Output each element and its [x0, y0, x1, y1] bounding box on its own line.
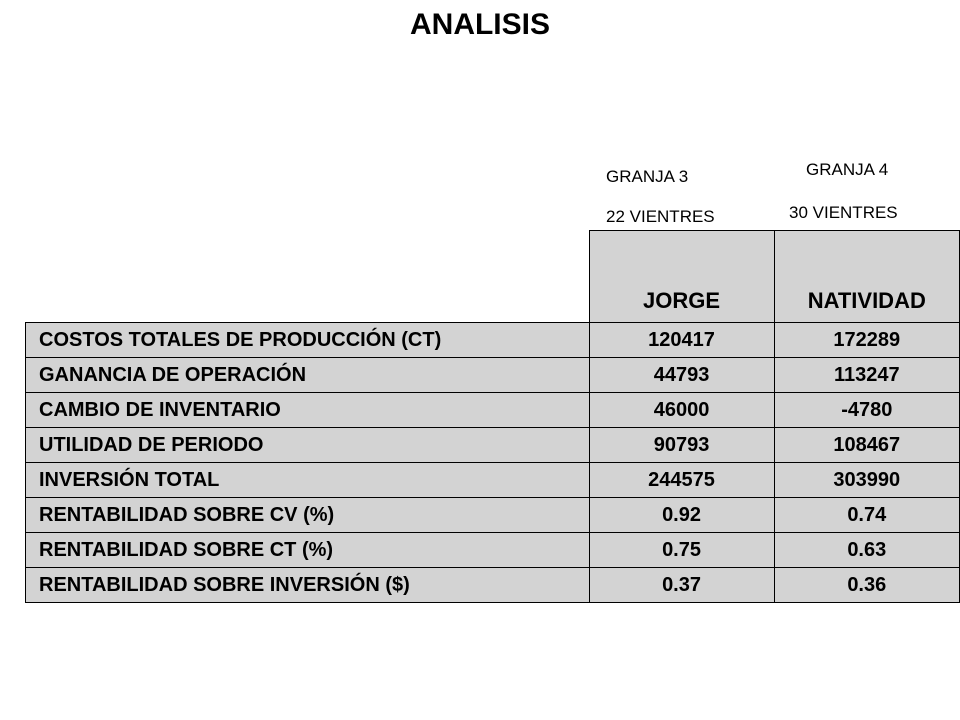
table-row: GANANCIA DE OPERACIÓN 44793 113247	[25, 357, 960, 393]
row-value-granja-4: 113247	[773, 357, 960, 393]
table-row: RENTABILIDAD SOBRE INVERSIÓN ($) 0.37 0.…	[25, 567, 960, 603]
row-label: COSTOS TOTALES DE PRODUCCIÓN (CT)	[25, 322, 590, 358]
granja-4-sows: 30 VIENTRES	[789, 203, 898, 222]
row-value-granja-4: 0.74	[773, 497, 960, 533]
table-header-row: JORGE NATIVIDAD	[25, 230, 960, 323]
row-label: RENTABILIDAD SOBRE CT (%)	[25, 532, 590, 568]
header-owner-natividad: NATIVIDAD	[773, 230, 960, 323]
table-row: RENTABILIDAD SOBRE CV (%) 0.92 0.74	[25, 497, 960, 533]
table-row: INVERSIÓN TOTAL 244575 303990	[25, 462, 960, 498]
row-label: RENTABILIDAD SOBRE CV (%)	[25, 497, 590, 533]
row-label: RENTABILIDAD SOBRE INVERSIÓN ($)	[25, 567, 590, 603]
granja-3-name: GRANJA 3	[606, 167, 689, 186]
row-value-granja-3: 0.37	[588, 567, 775, 603]
table-row: COSTOS TOTALES DE PRODUCCIÓN (CT) 120417…	[25, 322, 960, 358]
table-row: UTILIDAD DE PERIODO 90793 108467	[25, 427, 960, 463]
header-blank-cell	[25, 230, 590, 323]
analysis-table: JORGE NATIVIDAD COSTOS TOTALES DE PRODUC…	[25, 230, 960, 603]
row-value-granja-3: 44793	[588, 357, 775, 393]
row-label: UTILIDAD DE PERIODO	[25, 427, 590, 463]
row-label: CAMBIO DE INVENTARIO	[25, 392, 590, 428]
row-value-granja-3: 244575	[588, 462, 775, 498]
row-value-granja-3: 120417	[588, 322, 775, 358]
row-value-granja-4: 0.36	[773, 567, 960, 603]
row-label: GANANCIA DE OPERACIÓN	[25, 357, 590, 393]
row-value-granja-3: 0.92	[588, 497, 775, 533]
row-label: INVERSIÓN TOTAL	[25, 462, 590, 498]
row-value-granja-4: 172289	[773, 322, 960, 358]
row-value-granja-4: -4780	[773, 392, 960, 428]
header-owner-jorge: JORGE	[588, 230, 775, 323]
table-row: CAMBIO DE INVENTARIO 46000 -4780	[25, 392, 960, 428]
granja-4-name: GRANJA 4	[806, 160, 889, 179]
row-value-granja-4: 108467	[773, 427, 960, 463]
row-value-granja-3: 0.75	[588, 532, 775, 568]
row-value-granja-4: 303990	[773, 462, 960, 498]
granja-3-sows: 22 VIENTRES	[606, 207, 715, 226]
page-title: ANALISIS	[409, 8, 550, 41]
row-value-granja-3: 46000	[588, 392, 775, 428]
row-value-granja-4: 0.63	[773, 532, 960, 568]
row-value-granja-3: 90793	[588, 427, 775, 463]
table-row: RENTABILIDAD SOBRE CT (%) 0.75 0.63	[25, 532, 960, 568]
